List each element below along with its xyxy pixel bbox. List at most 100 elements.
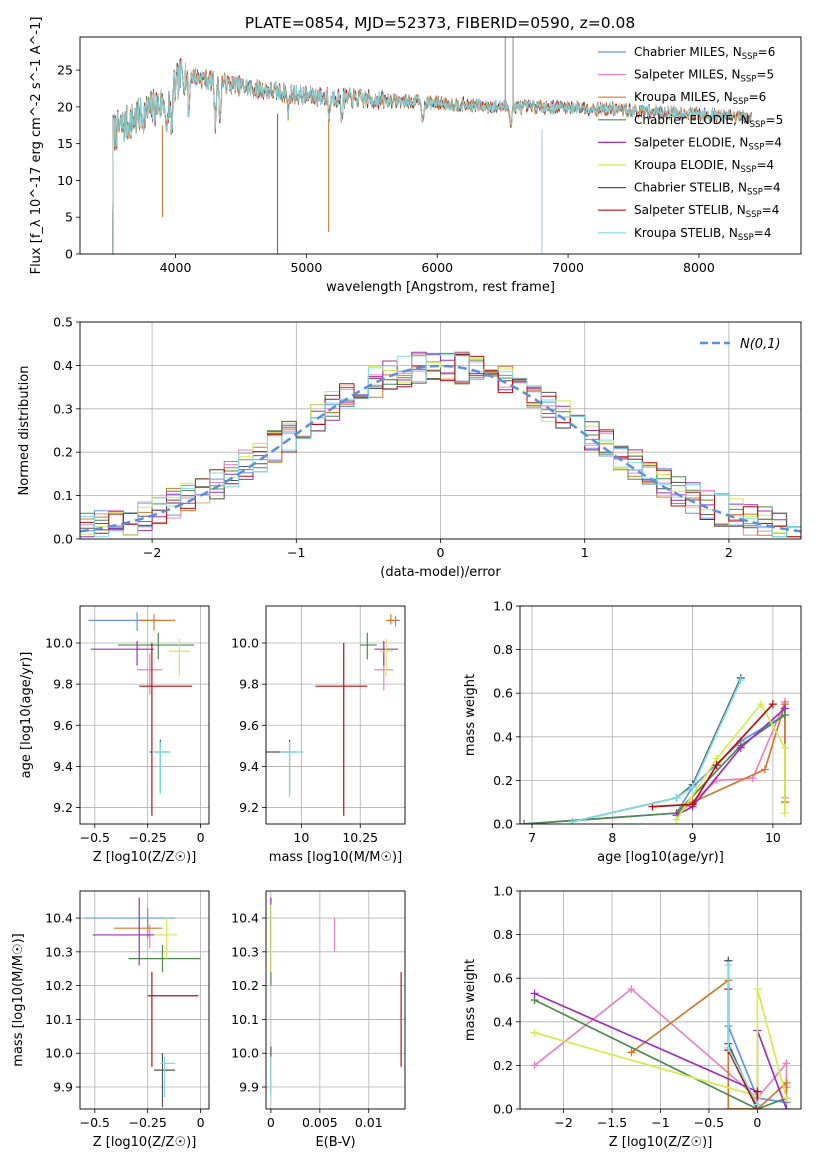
legend-model-name: Salpeter STELIB (634, 203, 729, 217)
legend-nssp-value: 4 (764, 226, 772, 240)
chart-title: PLATE=0854, MJD=52373, FIBERID=0590, z=0… (245, 14, 635, 32)
y-tick-label: 10.1 (231, 1012, 259, 1027)
y-tick-label: 10.0 (45, 1046, 73, 1061)
legend-nssp-label: , N (721, 226, 738, 240)
y-tick-label: 0.2 (493, 773, 513, 788)
weight-series-7 (648, 700, 777, 811)
weight-marker (780, 809, 789, 818)
y-tick-label: 9.6 (53, 718, 73, 733)
legend-nssp-eq: = (762, 203, 772, 217)
age_vs_mass-plot-area (266, 614, 401, 816)
x-tick-label: −0.5 (80, 1115, 110, 1130)
weight-marker (724, 1043, 733, 1052)
legend-nssp-eq: = (756, 68, 766, 82)
y-tick-label: 1.0 (493, 884, 513, 899)
legend-model-name: Kroupa ELODIE (634, 158, 724, 172)
legend-nssp-value: 6 (759, 90, 767, 104)
weight_vs_age-grid (520, 605, 801, 825)
residuals-plot-area (80, 351, 801, 538)
y-axis-label: age [log10(age/yr)] (19, 652, 34, 779)
weight-marker (520, 820, 529, 824)
data-point-3 (360, 632, 377, 660)
y-tick-label: 5 (65, 210, 73, 225)
spectrum-panel: 4000 5000 6000 7000 8000 0 5 10 15 20 25 wavelength… (29, 17, 802, 295)
weight-marker (724, 1105, 733, 1109)
legend-nssp-value: 4 (772, 203, 780, 217)
legend-nssp-eq: = (754, 226, 764, 240)
weight-marker (724, 961, 733, 970)
weight-series-1 (672, 697, 789, 820)
weight-marker (627, 985, 636, 994)
y-axis-label: mass [log10(M/M☉)] (11, 933, 26, 1066)
y-tick-label: 0.3 (53, 401, 73, 416)
x-tick-label: 9 (689, 830, 697, 845)
weight-series-8 (568, 676, 745, 824)
weight-marker (712, 761, 721, 770)
x-tick-label: 8000 (683, 260, 715, 275)
y-tick-label: 0.0 (53, 532, 73, 547)
weight-series-5 (672, 700, 789, 824)
legend-nssp-label: , N (730, 181, 747, 195)
weight-marker (530, 1028, 539, 1037)
weight-line (676, 707, 786, 817)
y-tick-label: 10.0 (231, 636, 259, 651)
weight-series-8 (724, 961, 762, 1109)
histogram-7 (80, 354, 801, 538)
x-tick-label: 1 (581, 545, 589, 560)
y-tick-label: 0.2 (493, 1058, 513, 1073)
spectrum-plot-area (112, 37, 752, 254)
y-tick-label: 0.4 (493, 1014, 513, 1029)
weight-marker (782, 1105, 791, 1109)
histogram-8 (80, 354, 801, 538)
y-tick-label: 0.2 (53, 445, 73, 460)
legend-nssp-value: 5 (767, 68, 775, 82)
weight_vs_age-frame (519, 605, 802, 825)
legend-nssp-eq: = (764, 135, 774, 149)
legend-nssp-sub: SSP (748, 142, 764, 152)
data-point-7 (315, 643, 368, 816)
y-tick-label: 9.2 (53, 800, 73, 815)
legend-model-name: Chabrier ELODIE (634, 113, 733, 127)
y-tick-label: 9.8 (53, 677, 73, 692)
data-point-4 (90, 640, 155, 666)
y-tick-label: 9.6 (239, 718, 259, 733)
y-tick-label: 9.2 (239, 800, 259, 815)
x-tick-label: 7 (528, 830, 536, 845)
x-tick-label: −1.5 (597, 1115, 627, 1130)
weight-line (523, 714, 786, 824)
y-tick-label: 10.2 (45, 978, 73, 993)
mass_vs_ebv-grid (266, 891, 405, 1109)
legend-model-name: Chabrier MILES (634, 45, 725, 59)
weight-marker (672, 793, 681, 802)
y-tick-label: 10.3 (45, 944, 73, 959)
x-axis-label: (data-model)/error (380, 565, 501, 580)
legend-nssp-label: , N (733, 113, 750, 127)
age_vs_Z-panel: −0.5 −0.25 0 9.2 9.4 9.6 9.8 10.0 Z [log10(Z/Z☉)… (19, 605, 210, 865)
weight-marker (530, 1061, 539, 1070)
weight_vs_age-panel: 7 8 9 10 0.0 0.2 0.4 0.6 0.8 1.0 age [log10(age/yr… (463, 599, 802, 865)
x-tick-label: 0 (437, 545, 445, 560)
y-tick-label: 0.6 (493, 971, 513, 986)
legend-nssp-label: , N (724, 68, 741, 82)
y-tick-label: 9.4 (239, 759, 259, 774)
weight-marker (568, 817, 577, 824)
y-axis-label: mass weight (463, 959, 478, 1041)
y-tick-label: 0.8 (493, 927, 513, 942)
age_vs_Z-grid (80, 606, 209, 824)
weight-marker (530, 989, 539, 998)
weight_vs_Z-plot-area (530, 956, 791, 1109)
legend-entry: Salpeter ELODIE, NSSP=4 (634, 135, 782, 152)
y-tick-label: 9.9 (239, 1080, 259, 1095)
y-tick-label: 0.1 (53, 488, 73, 503)
weight-line (572, 679, 742, 823)
y-tick-label: 10.0 (231, 1046, 259, 1061)
weight-marker (780, 704, 789, 713)
legend-nssp-label: , N (732, 135, 749, 149)
mass_vs_ebv-plot-area (270, 897, 402, 1098)
weight-marker (688, 782, 697, 791)
age_vs_mass-frame (265, 605, 406, 825)
x-tick-label: 5000 (290, 260, 322, 275)
data-point-3 (128, 945, 201, 973)
y-axis-label: mass weight (463, 674, 478, 756)
